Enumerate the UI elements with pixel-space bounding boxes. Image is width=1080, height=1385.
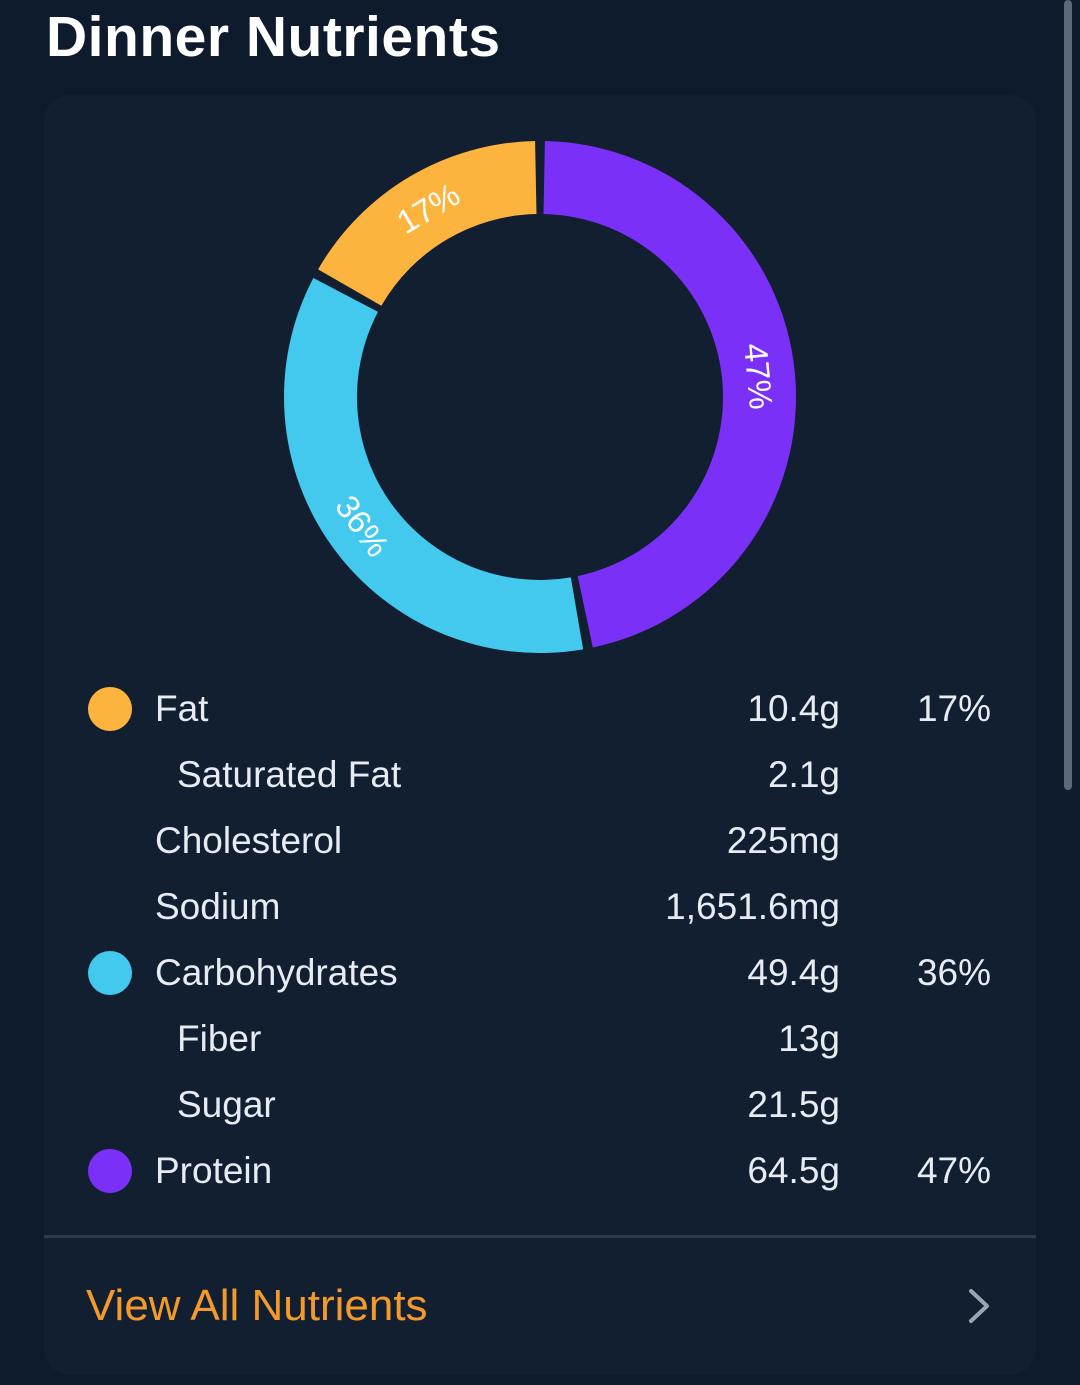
nutrient-label: Fiber	[177, 1018, 262, 1059]
legend-dot-icon	[88, 687, 132, 731]
nutrient-label: Saturated Fat	[177, 754, 402, 795]
donut-slice-carbohydrates	[284, 278, 584, 653]
nutrient-row: Protein 64.5g 47%	[44, 1138, 1036, 1204]
nutrient-label: Cholesterol	[155, 820, 343, 861]
nutrient-amount: 225mg	[726, 820, 840, 861]
nutrient-row: Fat 10.4g 17%	[44, 676, 1036, 742]
macronutrient-donut-chart: 47%36%17%	[284, 141, 796, 653]
nutrient-amount: 10.4g	[747, 688, 840, 729]
nutrient-row: Fiber 13g	[44, 1006, 1036, 1072]
donut-slice-fat	[318, 141, 537, 306]
legend-dot-icon	[88, 951, 132, 995]
scrollbar[interactable]	[1064, 0, 1072, 790]
nutrient-row: Sugar 21.5g	[44, 1072, 1036, 1138]
nutrient-amount: 64.5g	[747, 1150, 840, 1191]
nutrients-card: 47% 36% 17% Fat 10.4g 17% Saturated Fat 2.1g Ch…	[44, 95, 1036, 1375]
donut-slice-label: 47%	[737, 342, 780, 411]
view-all-nutrients-button[interactable]: View All Nutrients	[44, 1238, 1036, 1375]
view-all-nutrients-label: View All Nutrients	[86, 1281, 428, 1330]
nutrient-row: Cholesterol 225mg	[44, 808, 1036, 874]
nutrient-percent: 36%	[916, 952, 991, 993]
divider	[44, 1235, 1036, 1238]
nutrient-row: Sodium 1,651.6mg	[44, 874, 1036, 940]
nutrient-amount: 49.4g	[747, 952, 840, 993]
nutrient-label: Sugar	[177, 1084, 276, 1125]
nutrient-amount: 13g	[778, 1018, 840, 1059]
chevron-right-icon	[969, 1289, 989, 1323]
nutrient-amount: 2.1g	[767, 754, 840, 795]
nutrient-label: Sodium	[155, 886, 281, 927]
nutrient-percent: 47%	[916, 1150, 991, 1191]
nutrient-list: Fat 10.4g 17% Saturated Fat 2.1g Cholesterol 2…	[44, 676, 1036, 1204]
nutrient-row: Carbohydrates 49.4g 36%	[44, 940, 1036, 1006]
nutrient-amount: 21.5g	[747, 1084, 840, 1125]
nutrient-percent: 17%	[916, 688, 991, 729]
nutrient-label: Carbohydrates	[155, 952, 398, 993]
legend-dot-icon	[88, 1149, 132, 1193]
nutrient-row: Saturated Fat 2.1g	[44, 742, 1036, 808]
nutrient-label: Protein	[155, 1150, 273, 1191]
page-title: Dinner Nutrients	[46, 5, 501, 69]
nutrient-amount: 1,651.6mg	[665, 886, 840, 927]
nutrient-label: Fat	[155, 688, 209, 729]
donut-slice-protein	[543, 141, 796, 648]
